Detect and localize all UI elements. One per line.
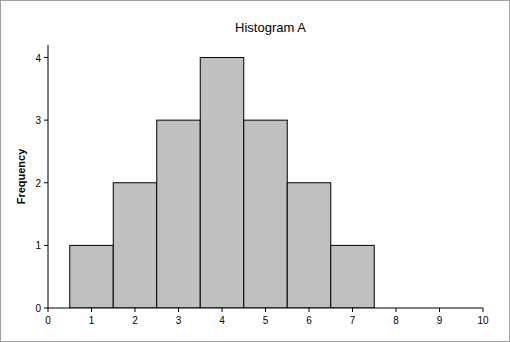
y-axis-line: [48, 45, 49, 308]
bar: [157, 120, 201, 308]
x-tick-label: 3: [176, 315, 182, 326]
x-tick: [48, 308, 49, 312]
bar: [244, 120, 288, 308]
y-tick: [44, 308, 48, 309]
y-tick: [44, 120, 48, 121]
x-tick-label: 5: [263, 315, 269, 326]
x-tick: [352, 308, 353, 312]
x-tick-label: 4: [219, 315, 225, 326]
background: [1, 1, 510, 342]
x-tick: [439, 308, 440, 312]
x-tick: [222, 308, 223, 312]
bar: [200, 58, 244, 308]
x-tick: [309, 308, 310, 312]
y-tick: [44, 182, 48, 183]
y-tick-label: 0: [35, 303, 41, 314]
x-tick-label: 10: [477, 315, 489, 326]
bar: [113, 183, 157, 308]
y-tick: [44, 245, 48, 246]
bars: [70, 58, 375, 308]
x-tick-label: 7: [350, 315, 356, 326]
x-tick: [178, 308, 179, 312]
x-tick-label: 0: [45, 315, 51, 326]
bar: [287, 183, 331, 308]
chart-svg: Histogram A Frequency 0 1 2 3 4 0 1 2 3 4 5 6 7 8 9 10: [0, 0, 510, 342]
x-tick: [135, 308, 136, 312]
chart-container: Histogram A Frequency 0 1 2 3 4 0 1 2 3 4 5 6 7 8 9 10: [0, 0, 510, 342]
y-tick-label: 2: [35, 178, 41, 189]
y-tick: [44, 57, 48, 58]
y-tick-label: 3: [35, 115, 41, 126]
x-tick: [91, 308, 92, 312]
y-tick-label: 4: [35, 53, 41, 64]
bar: [331, 245, 375, 308]
x-tick: [483, 308, 484, 312]
y-axis-label: Frequency: [15, 148, 27, 205]
y-tick-label: 1: [35, 240, 41, 251]
x-tick: [265, 308, 266, 312]
title: Histogram A: [235, 20, 306, 35]
x-tick-label: 1: [89, 315, 95, 326]
bar: [70, 245, 114, 308]
x-tick: [396, 308, 397, 312]
x-tick-label: 8: [393, 315, 399, 326]
x-tick-label: 9: [437, 315, 443, 326]
x-tick-label: 2: [132, 315, 138, 326]
x-tick-label: 6: [306, 315, 312, 326]
